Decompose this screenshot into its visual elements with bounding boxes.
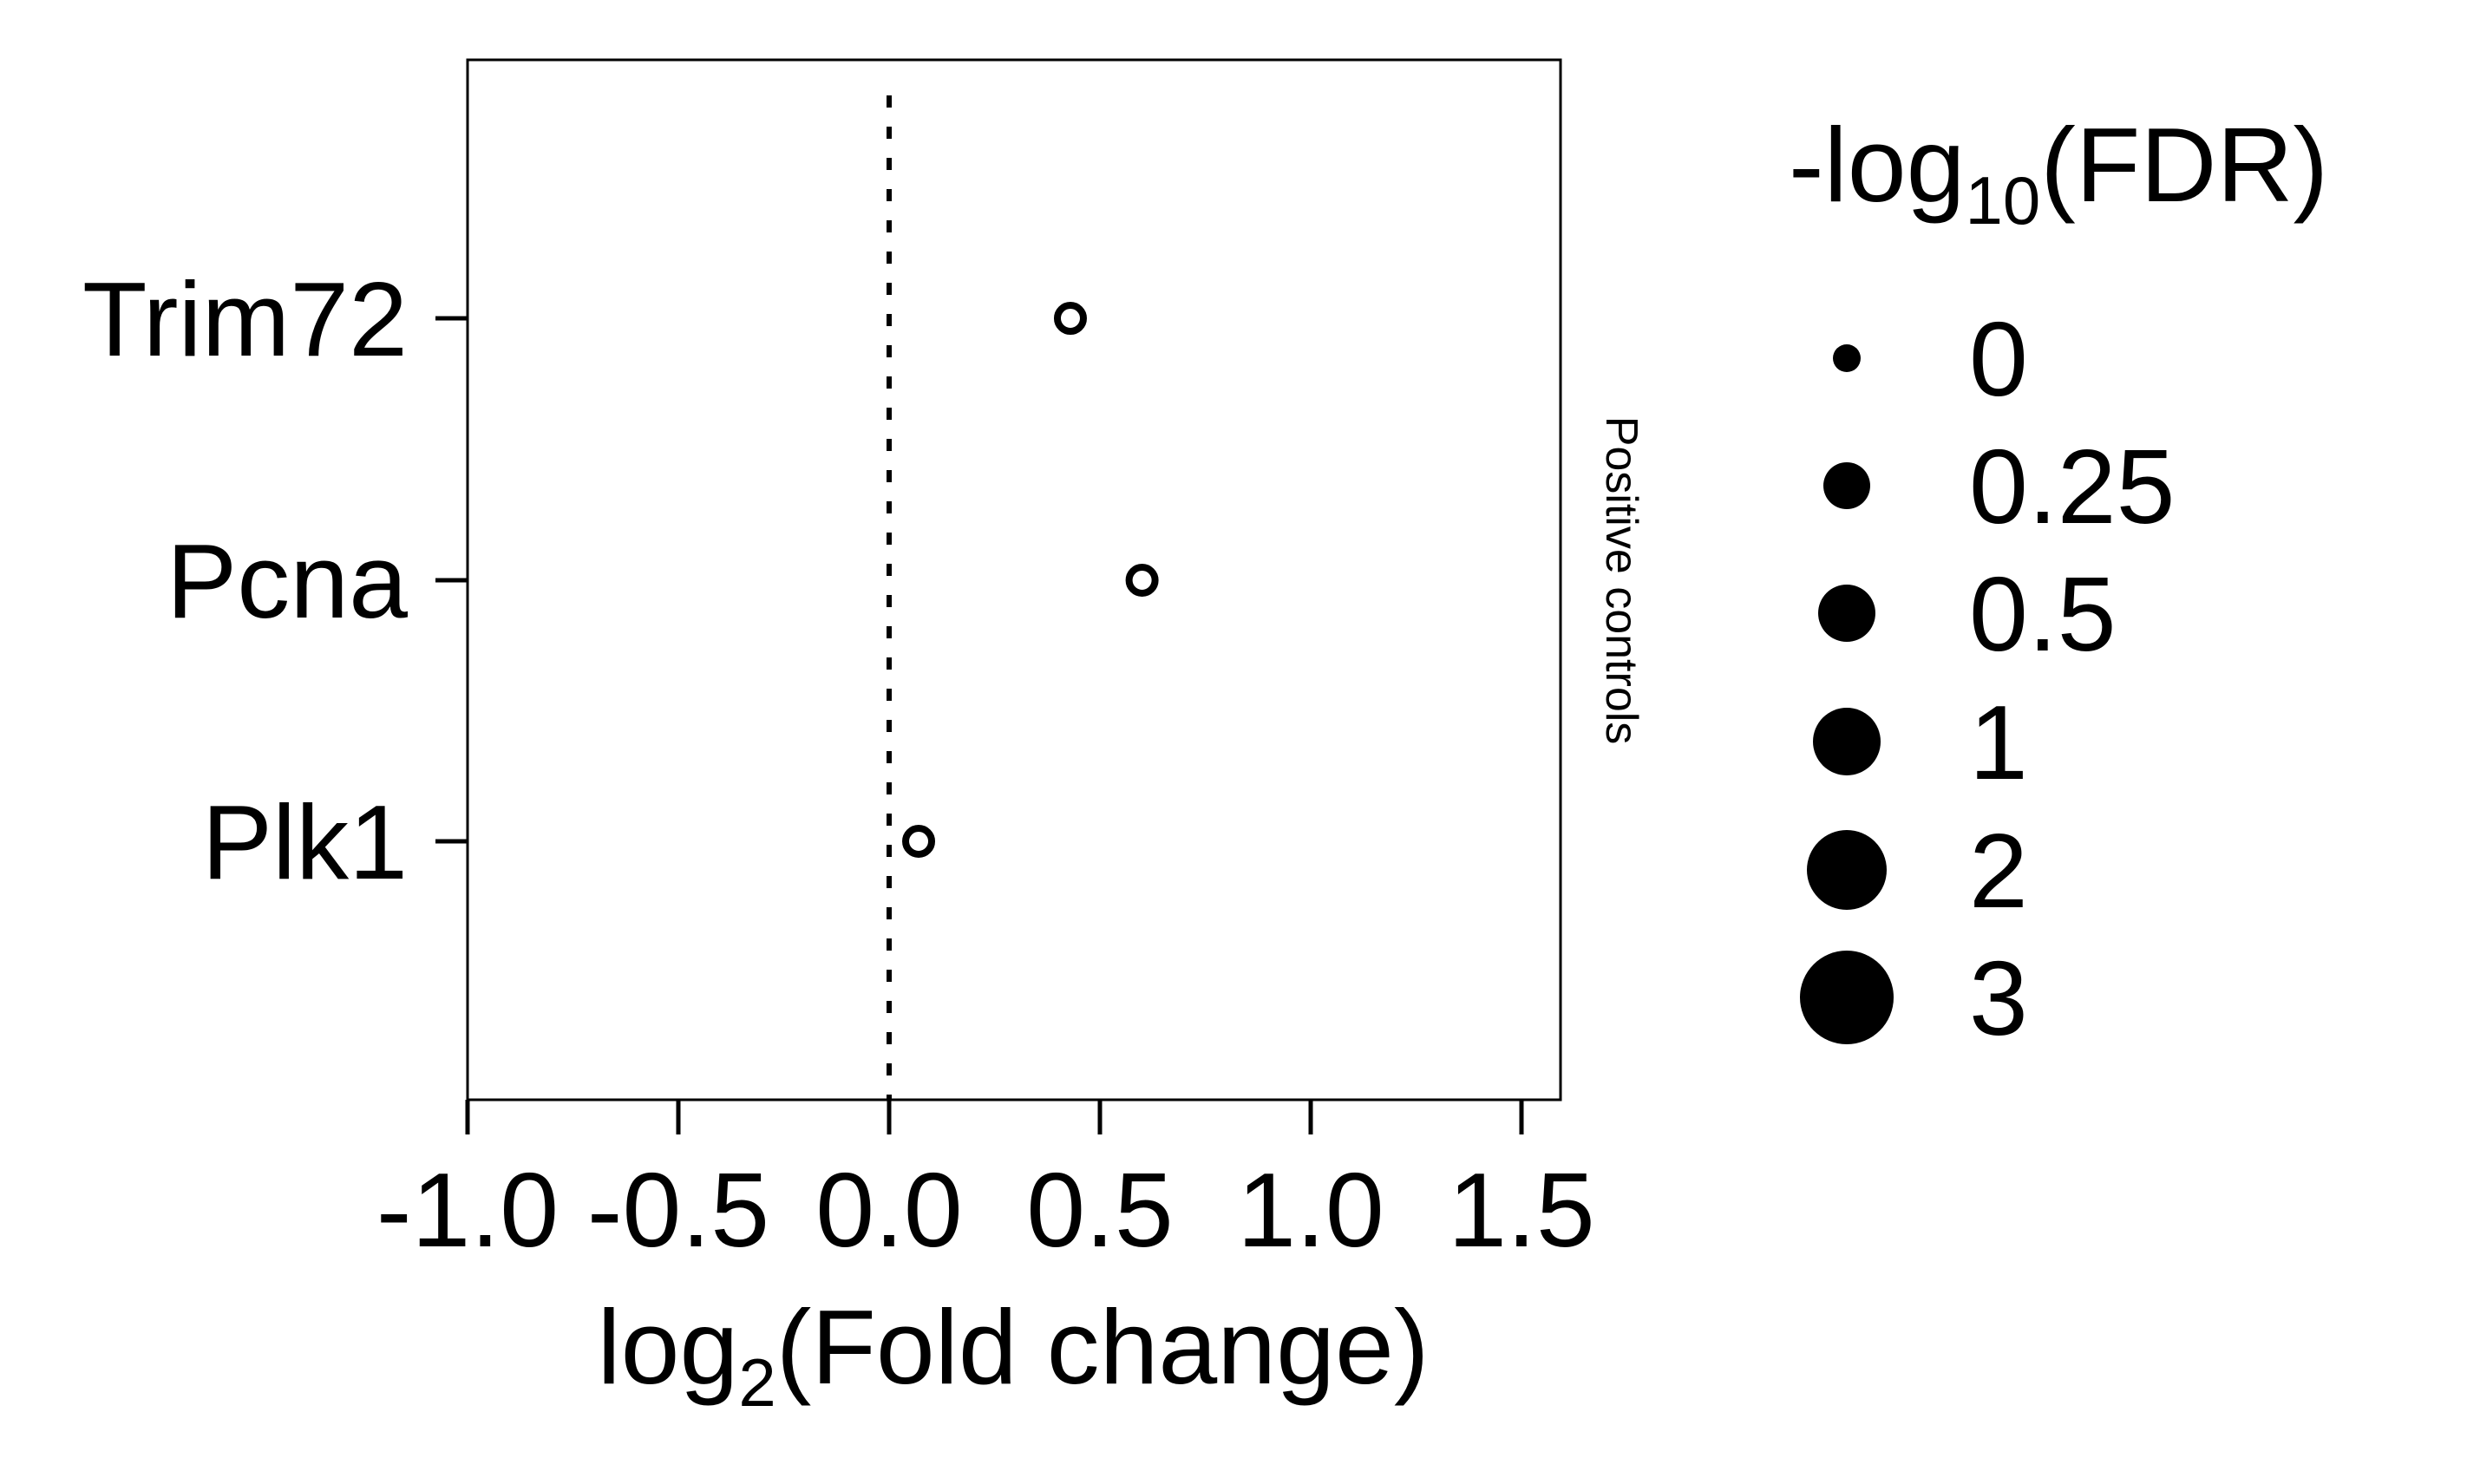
facet-label: Positive controls [1596,416,1646,745]
x-tick-label: 0.0 [815,1151,963,1269]
legend-size-marker [1800,951,1894,1044]
legend-size-marker [1818,585,1875,642]
y-tick-label: Trim72 [82,260,408,378]
x-axis: -1.0 -0.5 0.0 0.5 1.0 1.5 [376,1100,1595,1269]
legend-title-suffix: (FDR) [2040,106,2328,224]
x-axis-title-subscript: 2 [738,1344,775,1421]
x-axis-title-prefix: log [598,1288,739,1406]
x-tick-label: -0.5 [587,1151,769,1269]
legend-entry-label: 2 [1969,812,2028,930]
legend-title-prefix: -log [1789,106,1965,224]
data-point-pcna [1125,564,1159,597]
x-tick-label: -1.0 [376,1151,559,1269]
data-point-plk1 [902,825,936,858]
x-axis-title: log2(Fold change) [598,1288,1430,1421]
x-tick-label: 1.5 [1448,1151,1595,1269]
x-tick-label: 0.5 [1026,1151,1174,1269]
x-tick-label: 1.0 [1237,1151,1384,1269]
legend-entry-label: 0 [1969,300,2028,418]
y-tick-label: Pcna [167,522,408,640]
legend-size-marker [1807,830,1887,910]
legend-title: -log10(FDR) [1789,106,2328,239]
legend-entry-label: 0.25 [1969,428,2175,546]
legend-entry-label: 3 [1969,939,2028,1057]
legend-size-marker [1813,708,1881,775]
legend-size-marker [1823,462,1870,509]
data-point-trim72 [1053,302,1087,335]
legend-entry-label: 0.5 [1969,555,2117,673]
legend-entry-label: 1 [1969,683,2028,801]
y-axis: Trim72 Pcna Plk1 [82,260,468,901]
legend-size-marker [1833,344,1861,372]
x-axis-title-suffix: (Fold change) [776,1288,1430,1406]
y-tick-label: Plk1 [202,783,408,901]
data-points [902,302,1159,858]
legend-title-subscript: 10 [1965,162,2040,239]
